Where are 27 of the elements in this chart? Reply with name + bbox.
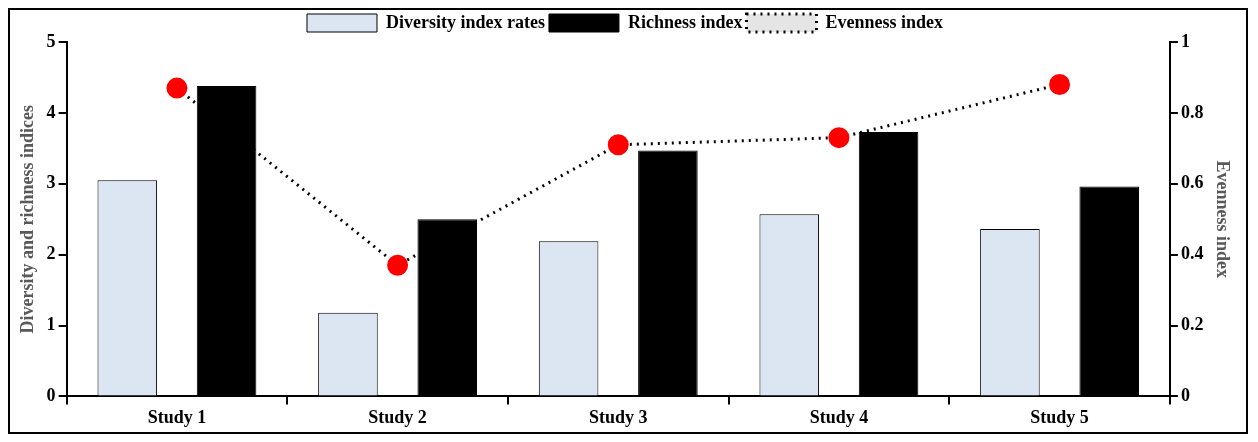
x-tick-label: Study 2 xyxy=(368,406,427,427)
legend-label: Diversity index rates xyxy=(385,11,545,32)
x-tick-label: Study 4 xyxy=(809,406,869,427)
x-tick-label: Study 1 xyxy=(147,406,207,427)
y2-tick-label: 0.4 xyxy=(1180,243,1204,264)
y-axis-title: Diversity and richness indices xyxy=(17,104,38,334)
y-tick-label: 0 xyxy=(46,385,56,406)
y2-tick-label: 0 xyxy=(1180,385,1190,406)
point xyxy=(166,77,188,99)
y-tick-label: 3 xyxy=(46,172,56,193)
y-tick-label: 1 xyxy=(46,314,56,335)
y-tick-label: 2 xyxy=(46,243,56,264)
point xyxy=(607,134,629,156)
y2-tick-label: 1 xyxy=(1180,30,1190,51)
legend-label: Evenness index xyxy=(825,11,944,32)
legend-label: Richness index xyxy=(627,11,743,32)
y-tick-label: 4 xyxy=(46,101,56,122)
y2-tick-label: 0.6 xyxy=(1180,172,1204,193)
x-tick-label: Study 3 xyxy=(588,406,648,427)
point xyxy=(1049,74,1071,96)
x-tick-label: Study 5 xyxy=(1030,406,1089,427)
y2-axis-title: Evenness index xyxy=(1212,160,1233,278)
y2-tick-label: 0.8 xyxy=(1180,101,1204,122)
point xyxy=(387,254,409,276)
y-tick-label: 5 xyxy=(46,30,56,51)
point xyxy=(828,127,850,149)
y2-tick-label: 0.2 xyxy=(1180,314,1204,335)
